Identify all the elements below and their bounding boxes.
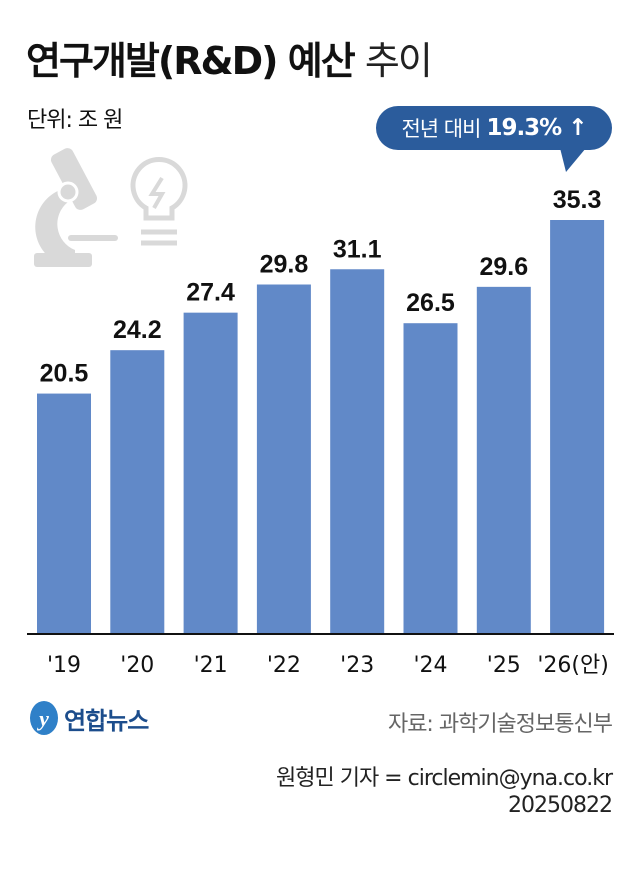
yoy-callout: 전년 대비 19.3% ↑: [376, 106, 612, 150]
value-label: 29.6: [479, 253, 528, 281]
x-tick-label: '21: [194, 653, 228, 678]
x-tick-label: '26(안): [537, 653, 608, 678]
bar-chart: 20.5 '19 24.2 '20 27.4 '21 29.8 '22 31.1 '23 26.5 '…: [27, 148, 614, 678]
bar: [550, 220, 605, 634]
unit-label: 단위: 조 원: [27, 108, 123, 133]
yonhap-logo: y 연합뉴스: [28, 700, 149, 736]
logo-icon: y: [30, 701, 58, 735]
value-label: 20.5: [40, 360, 89, 388]
svg-text:y: y: [36, 706, 49, 731]
x-tick-label: '23: [340, 653, 374, 678]
bar: [330, 269, 385, 634]
microscope-icon: [34, 148, 118, 267]
value-label: 24.2: [113, 316, 162, 344]
title-light: 추이: [364, 39, 433, 83]
date: 20250822: [508, 793, 613, 818]
callout-prefix: 전년 대비: [401, 117, 481, 141]
callout-tail: [560, 148, 586, 172]
lightbulb-icon: [130, 157, 188, 246]
x-tick-label: '22: [267, 653, 301, 678]
chart-title: 연구개발(R&D) 예산 추이: [26, 30, 433, 85]
bar: [476, 286, 531, 634]
bar: [110, 350, 165, 634]
bar: [183, 312, 238, 634]
value-label: 29.8: [260, 251, 309, 279]
bar: [403, 323, 458, 634]
value-label: 26.5: [406, 289, 455, 317]
source: 자료: 과학기술정보통신부: [387, 712, 613, 737]
bar: [256, 284, 311, 634]
title-bold: 연구개발(R&D) 예산: [26, 39, 356, 83]
logo-text: 연합뉴스: [64, 706, 149, 735]
x-tick-label: '19: [47, 653, 81, 678]
x-tick-label: '20: [120, 653, 154, 678]
bar: [37, 393, 91, 634]
x-tick-label: '25: [487, 653, 521, 678]
reporter-credit: 원형민 기자 = circlemin@yna.co.kr: [276, 766, 613, 791]
value-label: 27.4: [186, 279, 235, 307]
value-label: 35.3: [553, 186, 602, 214]
callout-value: 19.3% ↑: [486, 115, 587, 141]
x-tick-label: '24: [413, 653, 447, 678]
credit: 원형민 기자 = circlemin@yna.co.kr 20250822: [276, 765, 613, 819]
value-label: 31.1: [333, 235, 382, 263]
